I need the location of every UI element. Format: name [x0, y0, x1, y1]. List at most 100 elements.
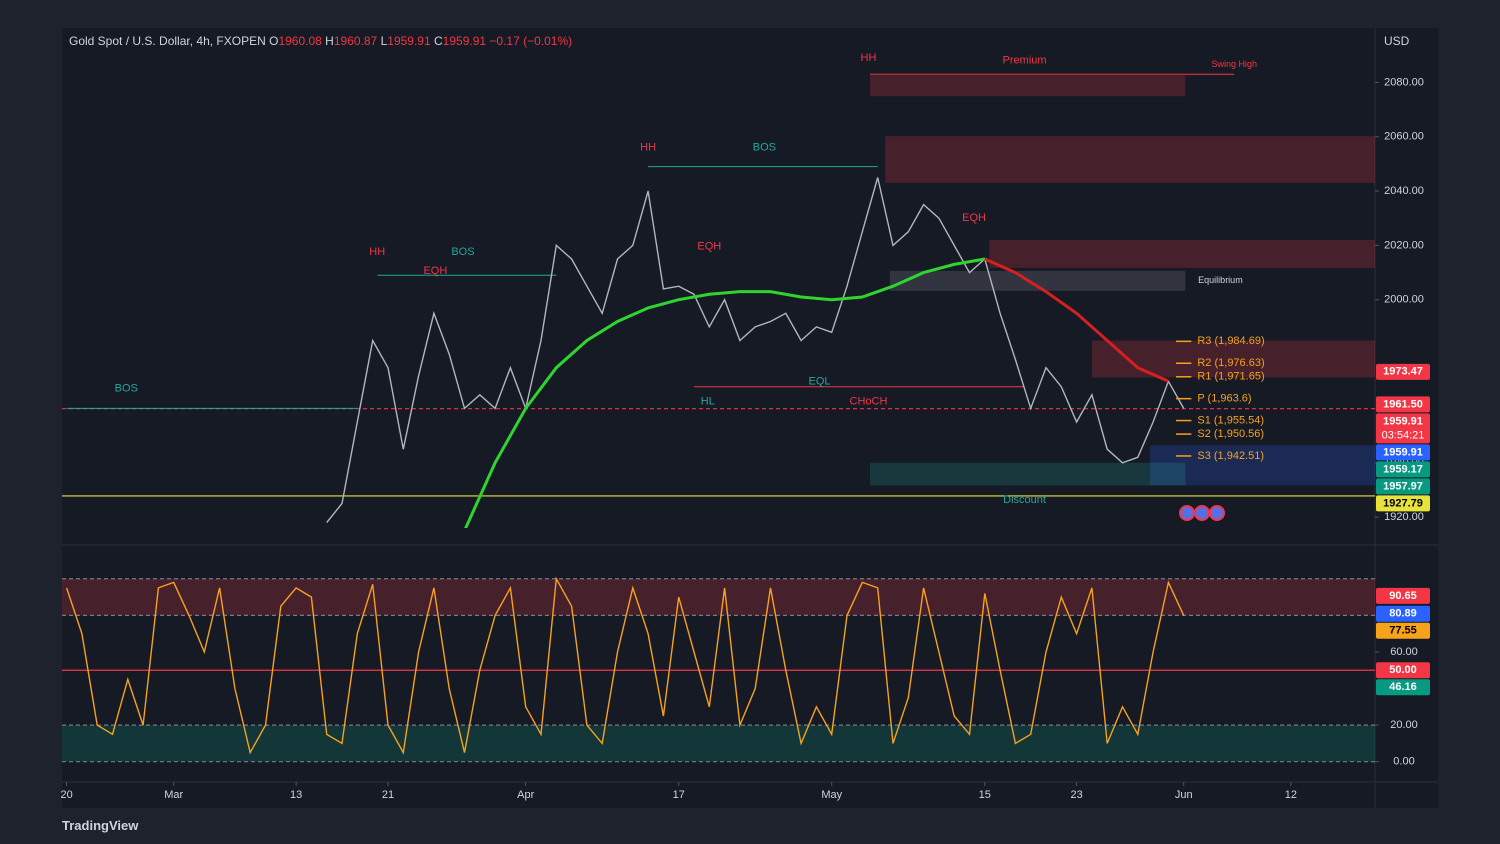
price-label-bg: [1376, 461, 1430, 478]
y-tick-label: 2000.00: [1384, 294, 1424, 306]
x-tick-label: 12: [1285, 789, 1297, 801]
pivot-label: S3 (1,942.51): [1197, 450, 1264, 462]
pivot-label: R2 (1,976.63): [1197, 357, 1264, 369]
pivot-label: S1 (1,955.54): [1197, 414, 1264, 426]
axes: 1920.001940.002000.002020.002040.002060.…: [60, 76, 1430, 801]
price-label: 1961.50: [1383, 398, 1423, 410]
x-tick-label: 23: [1070, 789, 1082, 801]
price-label: 80.89: [1389, 608, 1417, 620]
price-label-bg: [1376, 587, 1430, 604]
price-label-bg: [1376, 605, 1430, 622]
zone: [1091, 340, 1375, 378]
annotation: Premium: [1003, 55, 1047, 67]
annotation: HL: [701, 395, 715, 407]
ohlc-value: 1960.87: [333, 34, 378, 48]
x-tick-label: 17: [673, 789, 685, 801]
price-label: 77.55: [1389, 625, 1417, 637]
price-label-bg: [1376, 622, 1430, 639]
y-tick-label: 2060.00: [1384, 131, 1424, 143]
x-tick-label: Mar: [164, 789, 183, 801]
ohlc-key: C: [434, 34, 443, 48]
price-label-bg: [1376, 662, 1430, 679]
zone: [889, 270, 1186, 291]
price-label: 46.16: [1389, 681, 1417, 693]
price-label: 1959.91: [1383, 415, 1423, 427]
price-label: 1927.79: [1383, 497, 1423, 509]
annotation: Equilibrium: [1198, 275, 1243, 285]
series-line: [326, 177, 1185, 524]
zone: [885, 136, 1375, 183]
annotation: BOS: [753, 141, 776, 153]
countdown: 03:54:21: [1382, 429, 1425, 441]
price-label-bg: [1376, 396, 1430, 413]
x-tick-label: 20: [60, 789, 72, 801]
change: −0.17 (−0.01%): [489, 34, 573, 48]
event-flags: [1179, 505, 1225, 521]
pivot-label: P (1,963.6): [1197, 393, 1251, 405]
pivot-label: R3 (1,984.69): [1197, 335, 1264, 347]
y-tick-label: 2040.00: [1384, 185, 1424, 197]
x-tick-label: 15: [979, 789, 991, 801]
price-label-bg: [1376, 679, 1430, 696]
price-label: 90.65: [1389, 590, 1417, 602]
price-label: 1959.17: [1383, 463, 1423, 475]
series-line: [65, 576, 1185, 755]
annotation: Discount: [1003, 494, 1046, 506]
ohlc-value: 1959.91: [442, 34, 487, 48]
ohlc-value: 1959.91: [387, 34, 431, 48]
price-label: 1959.91: [1383, 446, 1423, 458]
zone: [62, 725, 1375, 762]
ohlc-key: L: [380, 34, 388, 48]
zone: [870, 462, 1186, 486]
annotation: EQH: [423, 265, 447, 277]
annotation: Swing High: [1211, 59, 1257, 69]
annotation: BOS: [115, 383, 138, 395]
y-tick-label: 2020.00: [1384, 239, 1424, 251]
zone: [62, 578, 1375, 616]
oscillator-panel: [62, 576, 1375, 763]
x-tick-label: Apr: [517, 789, 534, 801]
annotation: HH: [640, 141, 656, 153]
price-label: 1957.97: [1383, 480, 1423, 492]
ohlc-key: O: [269, 34, 279, 48]
symbol: Gold Spot / U.S. Dollar, 4h, FXOPEN: [69, 34, 266, 48]
annotation: EQL: [808, 375, 830, 387]
currency: USD: [1384, 34, 1410, 48]
pivot-label: S2 (1,950.56): [1197, 428, 1264, 440]
series-line: [984, 257, 1170, 383]
annotation: HH: [369, 246, 385, 258]
y-tick-label: 0.00: [1393, 756, 1414, 768]
price-label: 50.00: [1389, 664, 1417, 676]
price-label: 1973.47: [1383, 366, 1423, 378]
pivot-label: R1 (1,971.65): [1197, 371, 1264, 383]
price-label-bg: [1376, 478, 1430, 495]
series-line: [464, 257, 986, 528]
price-label-bg: [1376, 444, 1430, 461]
symbol-header: Gold Spot / U.S. Dollar, 4h, FXOPEN O196…: [69, 34, 572, 48]
y-tick-label: 60.00: [1390, 646, 1418, 658]
brand: TradingView: [62, 818, 139, 833]
x-tick-label: 13: [290, 789, 302, 801]
y-tick-label: 1920.00: [1384, 511, 1424, 523]
chart-area: [62, 28, 1438, 808]
zone: [989, 239, 1375, 268]
y-tick-label: 20.00: [1390, 719, 1418, 731]
price-label-bg: [1376, 363, 1430, 380]
x-tick-label: Jun: [1175, 789, 1193, 801]
x-tick-label: 21: [382, 789, 394, 801]
zone: [1150, 445, 1375, 486]
price-panel: HH Premium Swing High HH BOS EQH EQH HH BOS EQH Eq…: [62, 52, 1375, 528]
annotation: CHoCH: [850, 395, 888, 407]
price-label-bg: [1376, 413, 1430, 444]
ohlc-key: H: [325, 34, 334, 48]
x-tick-label: May: [821, 789, 842, 801]
annotation: EQH: [697, 241, 721, 253]
annotation: HH: [861, 52, 877, 64]
annotation: BOS: [451, 246, 474, 258]
y-tick-label: 2080.00: [1384, 76, 1424, 88]
price-label-bg: [1376, 495, 1430, 512]
zone: [870, 75, 1186, 97]
ohlc-value: 1960.08: [278, 34, 322, 48]
